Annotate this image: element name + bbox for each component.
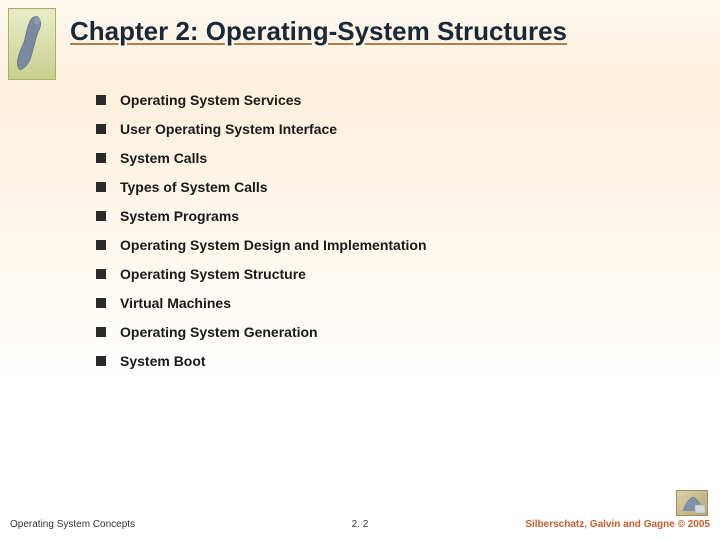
list-item: Virtual Machines bbox=[96, 295, 427, 311]
bullet-list: Operating System Services User Operating… bbox=[96, 92, 427, 382]
list-item-label: System Calls bbox=[120, 150, 207, 166]
list-item: System Calls bbox=[96, 150, 427, 166]
bullet-marker-icon bbox=[96, 124, 106, 134]
footer-copyright: Silberschatz, Galvin and Gagne © 2005 bbox=[525, 519, 710, 530]
bullet-marker-icon bbox=[96, 182, 106, 192]
list-item-label: System Boot bbox=[120, 353, 206, 369]
list-item: System Programs bbox=[96, 208, 427, 224]
list-item-label: System Programs bbox=[120, 208, 239, 224]
bullet-marker-icon bbox=[96, 327, 106, 337]
list-item: Operating System Generation bbox=[96, 324, 427, 340]
list-item-label: User Operating System Interface bbox=[120, 121, 337, 137]
footer-page-number: 2. 2 bbox=[352, 519, 369, 530]
list-item-label: Operating System Services bbox=[120, 92, 301, 108]
list-item: Operating System Services bbox=[96, 92, 427, 108]
bullet-marker-icon bbox=[96, 211, 106, 221]
bullet-marker-icon bbox=[96, 298, 106, 308]
footer: Operating System Concepts 2. 2 Silbersch… bbox=[0, 510, 720, 530]
bullet-marker-icon bbox=[96, 95, 106, 105]
chapter-title: Chapter 2: Operating-System Structures bbox=[70, 16, 567, 47]
bullet-marker-icon bbox=[96, 240, 106, 250]
list-item-label: Operating System Design and Implementati… bbox=[120, 237, 427, 253]
bullet-marker-icon bbox=[96, 153, 106, 163]
list-item-label: Operating System Structure bbox=[120, 266, 306, 282]
list-item: Operating System Structure bbox=[96, 266, 427, 282]
list-item: Operating System Design and Implementati… bbox=[96, 237, 427, 253]
bullet-marker-icon bbox=[96, 269, 106, 279]
footer-left-text: Operating System Concepts bbox=[10, 519, 135, 530]
list-item-label: Virtual Machines bbox=[120, 295, 231, 311]
list-item: Types of System Calls bbox=[96, 179, 427, 195]
dinosaur-logo-icon bbox=[10, 10, 54, 78]
list-item: User Operating System Interface bbox=[96, 121, 427, 137]
list-item-label: Operating System Generation bbox=[120, 324, 318, 340]
list-item: System Boot bbox=[96, 353, 427, 369]
list-item-label: Types of System Calls bbox=[120, 179, 268, 195]
bullet-marker-icon bbox=[96, 356, 106, 366]
